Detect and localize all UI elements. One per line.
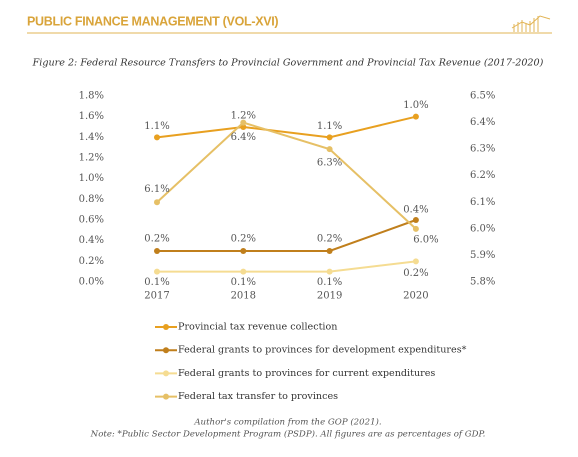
value-label: 0.2%	[403, 268, 428, 279]
point-annotation: 1.1%	[317, 121, 342, 132]
y2-tick-label: 6.2%	[470, 170, 495, 181]
point	[154, 268, 160, 275]
point-annotation: 0.2%	[144, 234, 169, 245]
y-tick-label: 0.0%	[79, 277, 104, 288]
point	[412, 217, 419, 223]
x-tick-label: 2019	[317, 291, 342, 302]
point	[412, 225, 419, 232]
y2-tick-label: 5.8%	[470, 277, 495, 288]
legend-marker	[163, 324, 169, 330]
value-label: 6.0%	[413, 234, 438, 245]
y-tick-label: 1.8%	[79, 91, 104, 102]
value-label: 0.1%	[231, 277, 256, 288]
point	[326, 134, 333, 141]
value-label: 0.1%	[317, 277, 342, 288]
series-line	[156, 115, 417, 139]
y-tick-label: 1.6%	[79, 111, 104, 122]
point	[326, 146, 333, 153]
point	[240, 268, 247, 275]
point-annotation: 0.2%	[317, 234, 342, 245]
point	[154, 248, 160, 254]
header-title: PUBLIC FINANCE MANAGEMENT (VOL-XVI)	[27, 14, 278, 28]
y-tick-label: 0.2%	[79, 256, 104, 267]
point-annotation: 1.0%	[403, 100, 428, 111]
point	[326, 268, 333, 275]
y-tick-label: 0.4%	[79, 235, 104, 246]
value-label: 6.3%	[317, 158, 342, 169]
series-line	[157, 219, 417, 252]
y2-tick-label: 6.0%	[470, 223, 495, 234]
point	[240, 119, 247, 126]
point-annotation: 1.2%	[231, 111, 256, 122]
y2-tick-label: 6.5%	[470, 91, 495, 102]
series-line	[156, 121, 417, 230]
source: Author's compilation from the GOP (2021)…	[193, 417, 381, 428]
y-tick-label: 1.2%	[79, 153, 104, 164]
legend-marker	[163, 347, 169, 354]
x-tick-label: 2017	[144, 291, 169, 302]
x-tick-label: 2018	[231, 291, 256, 302]
point	[412, 113, 419, 120]
point	[240, 248, 247, 254]
point	[412, 258, 419, 265]
value-label: 0.1%	[144, 277, 169, 288]
legend-label: Federal grants to provinces for developm…	[178, 345, 467, 356]
y2-tick-label: 6.3%	[470, 144, 495, 155]
point	[326, 248, 333, 254]
point	[154, 134, 160, 141]
point-annotation: 0.2%	[231, 234, 256, 245]
header-icon	[511, 15, 551, 32]
y-tick-label: 1.0%	[79, 173, 104, 184]
point	[240, 124, 247, 130]
y-tick-label: 0.8%	[79, 194, 104, 205]
y-tick-label: 1.4%	[79, 132, 104, 143]
legend-label: Federal grants to provinces for current …	[178, 368, 435, 379]
legend-label: Federal tax transfer to provinces	[178, 391, 338, 402]
x-tick-label: 2020	[403, 291, 428, 302]
point-annotation: 1.1%	[144, 121, 169, 132]
chart-title: Figure 2: Federal Resource Transfers to …	[32, 58, 544, 69]
legend-marker	[163, 370, 169, 377]
value-label: 6.1%	[144, 184, 169, 195]
y-tick-label: 0.6%	[79, 215, 104, 226]
point-annotation: 0.4%	[403, 205, 428, 216]
legend-marker	[163, 393, 169, 400]
y2-tick-label: 6.4%	[470, 117, 495, 128]
y2-tick-label: 6.1%	[470, 197, 495, 208]
note: Note: *Public Sector Development Program…	[90, 429, 486, 440]
series-line	[157, 260, 417, 273]
y2-tick-label: 5.9%	[470, 250, 495, 261]
legend-label: Provincial tax revenue collection	[178, 322, 337, 333]
value-label: 6.4%	[231, 132, 256, 143]
point	[154, 199, 160, 206]
